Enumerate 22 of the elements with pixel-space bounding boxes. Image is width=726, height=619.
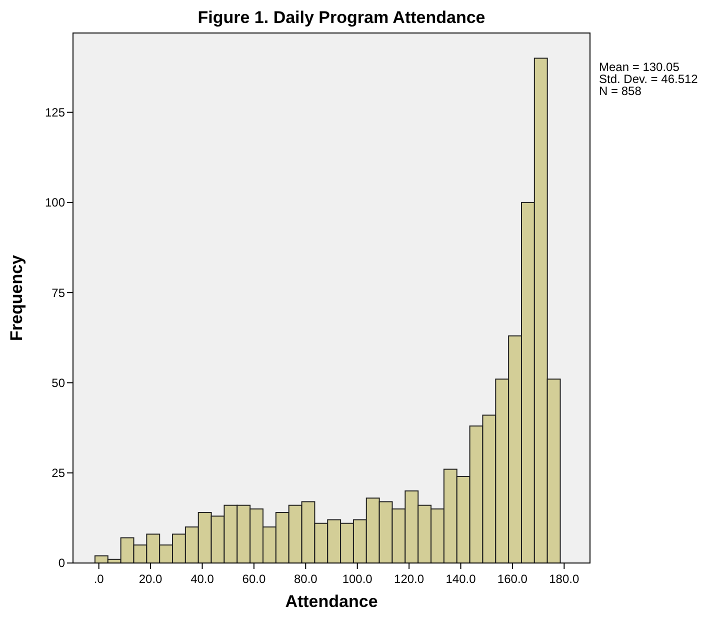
y-tick-label: 25	[52, 466, 66, 480]
chart-title: Figure 1. Daily Program Attendance	[198, 8, 486, 27]
x-tick-label: 40.0	[190, 572, 214, 586]
x-axis-title: Attendance	[285, 592, 378, 611]
x-tick-label: 180.0	[549, 572, 580, 586]
y-tick-label: 50	[52, 376, 66, 390]
y-axis-title: Frequency	[7, 254, 26, 341]
x-tick-label: 100.0	[342, 572, 373, 586]
x-tick-label: 140.0	[446, 572, 476, 586]
x-tick-label: 120.0	[394, 572, 424, 586]
x-tick-label: 160.0	[497, 572, 528, 586]
y-tick-label: 0	[58, 556, 66, 570]
y-tick-label: 100	[44, 196, 66, 210]
text: Std. Dev. = 46.512	[599, 72, 698, 86]
text: N = 858	[599, 84, 642, 98]
x-tick-label: .0	[94, 572, 104, 586]
y-tick-label: 125	[44, 106, 66, 120]
text: Mean = 130.05	[599, 60, 680, 74]
x-tick-label: 80.0	[294, 572, 318, 586]
y-tick-label: 75	[52, 286, 66, 300]
x-tick-label: 20.0	[138, 572, 163, 586]
x-tick-label: 60.0	[242, 572, 266, 586]
